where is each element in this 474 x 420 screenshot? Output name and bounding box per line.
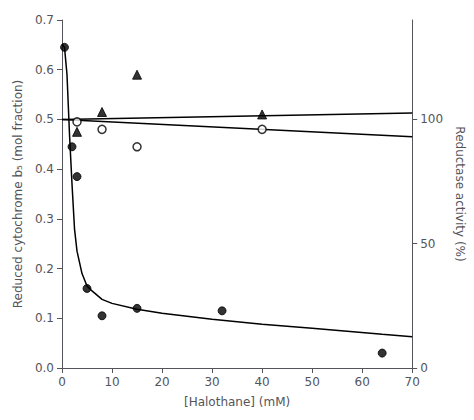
svg-text:[Halothane] (mM): [Halothane] (mM) — [184, 395, 290, 409]
svg-text:0.6: 0.6 — [35, 63, 54, 77]
svg-text:0: 0 — [58, 375, 66, 389]
svg-text:Reduced cytochrome b₅ (mol fra: Reduced cytochrome b₅ (mol fraction) — [11, 80, 25, 309]
svg-text:0.3: 0.3 — [35, 212, 54, 226]
svg-text:20: 20 — [154, 375, 169, 389]
svg-text:70: 70 — [405, 375, 420, 389]
svg-text:50: 50 — [304, 375, 319, 389]
svg-text:0.2: 0.2 — [35, 262, 54, 276]
svg-text:40: 40 — [254, 375, 269, 389]
svg-text:0.4: 0.4 — [35, 162, 54, 176]
svg-text:0.0: 0.0 — [35, 361, 54, 375]
svg-text:30: 30 — [204, 375, 219, 389]
svg-text:0.7: 0.7 — [35, 13, 54, 27]
svg-text:50: 50 — [420, 237, 435, 251]
svg-text:100: 100 — [420, 112, 443, 126]
svg-text:Reductase activity (%): Reductase activity (%) — [453, 126, 467, 261]
svg-text:0.1: 0.1 — [35, 311, 54, 325]
svg-text:60: 60 — [355, 375, 370, 389]
svg-text:0.5: 0.5 — [35, 112, 54, 126]
svg-text:0: 0 — [420, 361, 428, 375]
svg-text:10: 10 — [104, 375, 119, 389]
